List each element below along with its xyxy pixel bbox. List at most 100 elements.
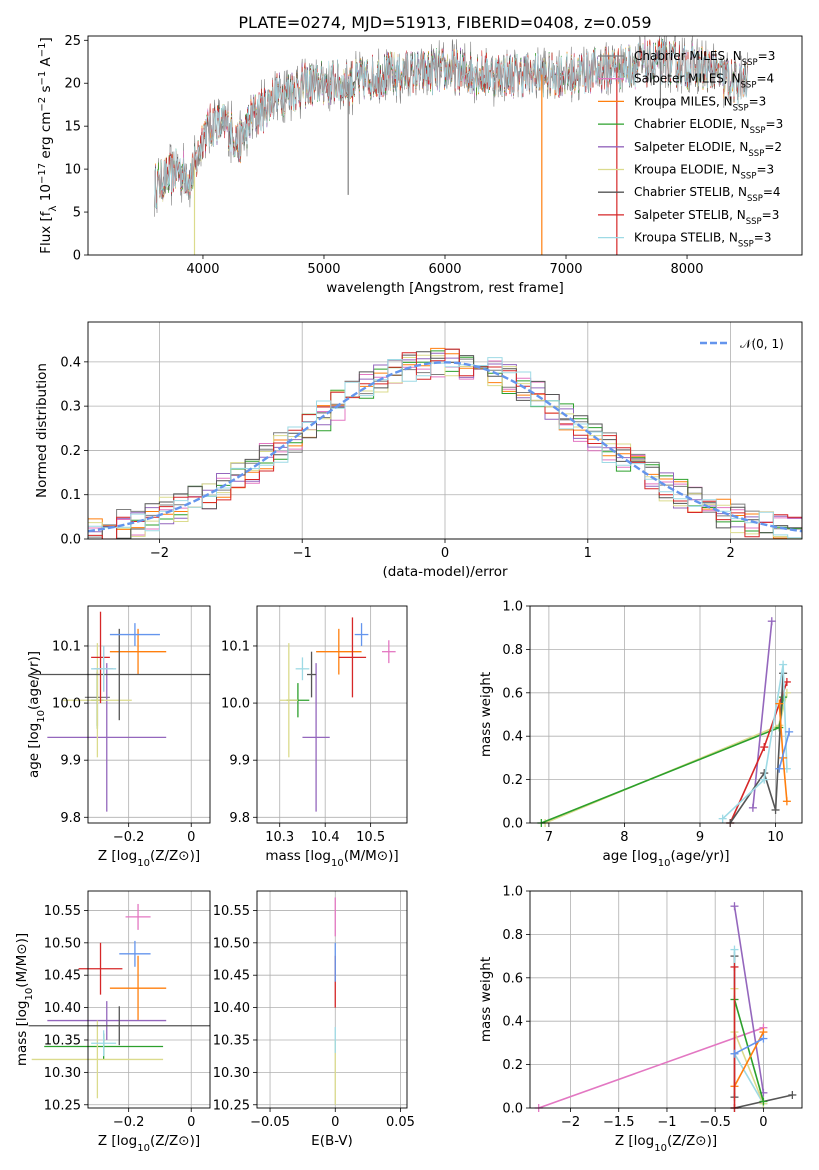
x-tick-label: 10.5 — [356, 830, 385, 845]
y-tick-label: 10.50 — [44, 936, 81, 951]
weight-series — [733, 906, 765, 1093]
weight-series — [778, 731, 790, 770]
legend-label: 𝒩(0, 1) — [740, 337, 784, 351]
plot-frame — [87, 605, 211, 824]
y-tick-label: 0.2 — [60, 444, 81, 459]
x-tick-label: −0.2 — [113, 830, 145, 845]
weight-series — [729, 673, 784, 824]
legend-label: Kroupa STELIB, NSSP=3 — [634, 231, 772, 250]
y-tick-label: 0.4 — [60, 355, 81, 370]
x-tick-label: 0 — [759, 1115, 767, 1130]
y-tick-label: 10.40 — [213, 1001, 250, 1016]
weight-series — [722, 664, 788, 820]
y-tick-label: 10.25 — [44, 1098, 81, 1113]
spectrum-plot: PLATE=0274, MJD=51913, FIBERID=0408, z=0… — [37, 13, 803, 296]
y-tick-label: 10.1 — [52, 639, 81, 654]
legend-label: Chabrier STELIB, NSSP=4 — [634, 185, 781, 204]
weight-series — [733, 949, 765, 1105]
plot-frame — [256, 890, 408, 1109]
y-tick-label: 0.8 — [502, 643, 523, 658]
x-tick-label: 8000 — [670, 262, 703, 277]
y-tick-label: 0.0 — [60, 533, 81, 548]
y-tick-label: 1.0 — [502, 600, 523, 615]
y-tick-label: 0.1 — [60, 488, 81, 503]
x-tick-label: 0.05 — [386, 1115, 415, 1130]
y-axis-label: mass weight — [478, 957, 494, 1042]
y-tick-label: 10.35 — [213, 1033, 250, 1048]
x-tick-label: 9 — [696, 830, 704, 845]
weight-series — [752, 621, 773, 808]
y-tick-label: 0.0 — [502, 817, 523, 832]
y-tick-label: 10.30 — [213, 1066, 250, 1081]
y-tick-label: 0.3 — [60, 400, 81, 415]
y-tick-label: 10.45 — [44, 969, 81, 984]
histogram-series — [88, 348, 802, 539]
x-tick-label: −0.5 — [699, 1115, 731, 1130]
y-axis-label: age [log10(age/yr)] — [26, 651, 47, 778]
x-tick-label: 7000 — [549, 262, 582, 277]
x-tick-label: 2 — [726, 546, 734, 561]
y-tick-label: 0.2 — [502, 1058, 523, 1073]
x-axis-label: age [log10(age/yr)] — [602, 848, 729, 869]
x-axis-label: Z [log10(Z/Z⊙)] — [615, 1133, 717, 1154]
y-tick-label: 10.35 — [44, 1033, 81, 1048]
y-tick-label: 10.1 — [221, 639, 250, 654]
x-axis-label: Z [log10(Z/Z⊙)] — [98, 848, 200, 869]
x-axis-label: E(B-V) — [311, 1133, 353, 1149]
y-tick-label: 0.4 — [502, 1015, 523, 1030]
y-tick-label: 15 — [64, 120, 81, 135]
y-tick-label: 0.8 — [502, 928, 523, 943]
y-axis-label: mass [log10(M/M⊙)] — [14, 933, 35, 1066]
y-tick-label: 9.8 — [229, 811, 250, 826]
weight-series — [541, 697, 784, 824]
x-tick-label: 0 — [441, 546, 449, 561]
y-tick-label: 1.0 — [502, 885, 523, 900]
age-vs-mass-panel: 10.3 10.4 10.5 9.8 9.9 10.0 10.1 mass [log10(M/… — [221, 605, 408, 869]
y-tick-label: 10.55 — [213, 904, 250, 919]
legend-label: Salpeter STELIB, NSSP=3 — [634, 208, 779, 227]
weight-series — [538, 1026, 764, 1109]
legend-label: Salpeter ELODIE, NSSP=2 — [634, 140, 782, 159]
plot-frame — [256, 605, 408, 824]
mass-vs-Z-panel: −0.2 0 10.25 10.30 10.35 10.40 10.45 10.50 10.55… — [14, 890, 211, 1154]
y-tick-label: 0.6 — [502, 686, 523, 701]
x-tick-label: 7 — [545, 830, 553, 845]
y-tick-label: 10.50 — [213, 936, 250, 951]
legend-label: Kroupa ELODIE, NSSP=3 — [634, 163, 774, 182]
y-tick-label: 10 — [64, 163, 81, 178]
legend-label: Salpeter MILES, NSSP=4 — [634, 72, 774, 91]
x-tick-label: 5000 — [307, 262, 340, 277]
age-vs-Z-panel: −0.2 0 9.8 9.9 10.0 10.1 Z [log10(Z/Z⊙)] age [l… — [26, 605, 211, 869]
plot-frame — [87, 890, 211, 1109]
y-tick-label: 10.40 — [44, 1001, 81, 1016]
y-tick-label: 0 — [73, 249, 81, 264]
weight-series — [544, 692, 788, 824]
y-tick-label: 10.30 — [44, 1066, 81, 1081]
histogram-series — [88, 357, 802, 539]
y-tick-label: 0.4 — [502, 730, 523, 745]
x-tick-label: 10 — [767, 830, 784, 845]
y-tick-label: 0.2 — [502, 773, 523, 788]
x-tick-label: −0.05 — [250, 1115, 290, 1130]
weight-series — [734, 1037, 764, 1055]
x-tick-label: 0 — [331, 1115, 339, 1130]
x-tick-label: −2 — [561, 1115, 580, 1130]
x-tick-label: −0.2 — [113, 1115, 145, 1130]
x-tick-label: −2 — [150, 546, 169, 561]
plot-frame — [529, 890, 803, 1109]
weight-vs-age-panel: 7 8 9 10 0.0 0.2 0.4 0.6 0.8 1.0 age [log10(age/yr… — [478, 600, 803, 869]
legend-label: Kroupa MILES, NSSP=3 — [634, 94, 766, 113]
y-tick-label: 10.45 — [213, 969, 250, 984]
x-tick-label: 1 — [584, 546, 592, 561]
y-tick-label: 9.9 — [60, 754, 81, 769]
weight-vs-Z-panel: −2 −1.5 −1 −0.5 0 0.0 0.2 0.4 0.6 0.8 1.0 Z [log10(… — [478, 885, 803, 1154]
x-tick-label: −1.5 — [603, 1115, 635, 1130]
y-tick-label: 10.55 — [44, 904, 81, 919]
x-tick-label: −1 — [293, 546, 312, 561]
plot-frame — [529, 605, 803, 824]
y-tick-label: 20 — [64, 77, 81, 92]
x-axis-label: wavelength [Angstrom, rest frame] — [326, 280, 564, 296]
x-tick-label: 10.3 — [265, 830, 294, 845]
y-tick-label: 10.0 — [52, 697, 81, 712]
